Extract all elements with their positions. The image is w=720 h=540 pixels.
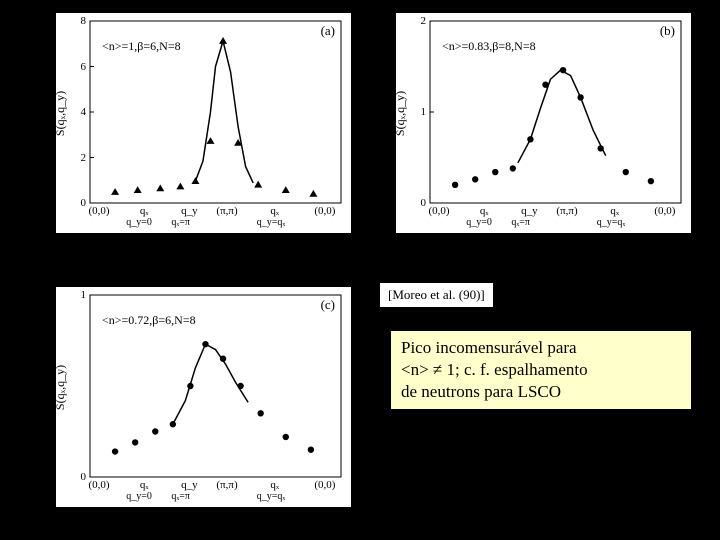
chart-panel-a: S(qₓ,q_y)(a)<n>=1,β=6,N=802468(0,0)qₓq_y… [55, 12, 352, 234]
chart-svg [56, 13, 351, 233]
note-line-3: de neutrons para LSCO [401, 381, 681, 403]
chart-panel-c: S(qₓ,q_y)(c)<n>=0.72,β=6,N=801(0,0)qₓq_y… [55, 286, 352, 508]
chart-svg [56, 287, 351, 507]
citation-text: [Moreo et al. (90)] [380, 283, 493, 307]
note-line-2: <n> ≠ 1; c. f. espalhamento [401, 359, 681, 381]
note-line-1: Pico incomensurável para [401, 337, 681, 359]
chart-svg [396, 13, 691, 233]
note-box: Pico incomensurável para <n> ≠ 1; c. f. … [390, 330, 692, 410]
chart-panel-b: S(qₓ,q_y)(b)<n>=0.83,β=8,N=8012(0,0)qₓq_… [395, 12, 692, 234]
